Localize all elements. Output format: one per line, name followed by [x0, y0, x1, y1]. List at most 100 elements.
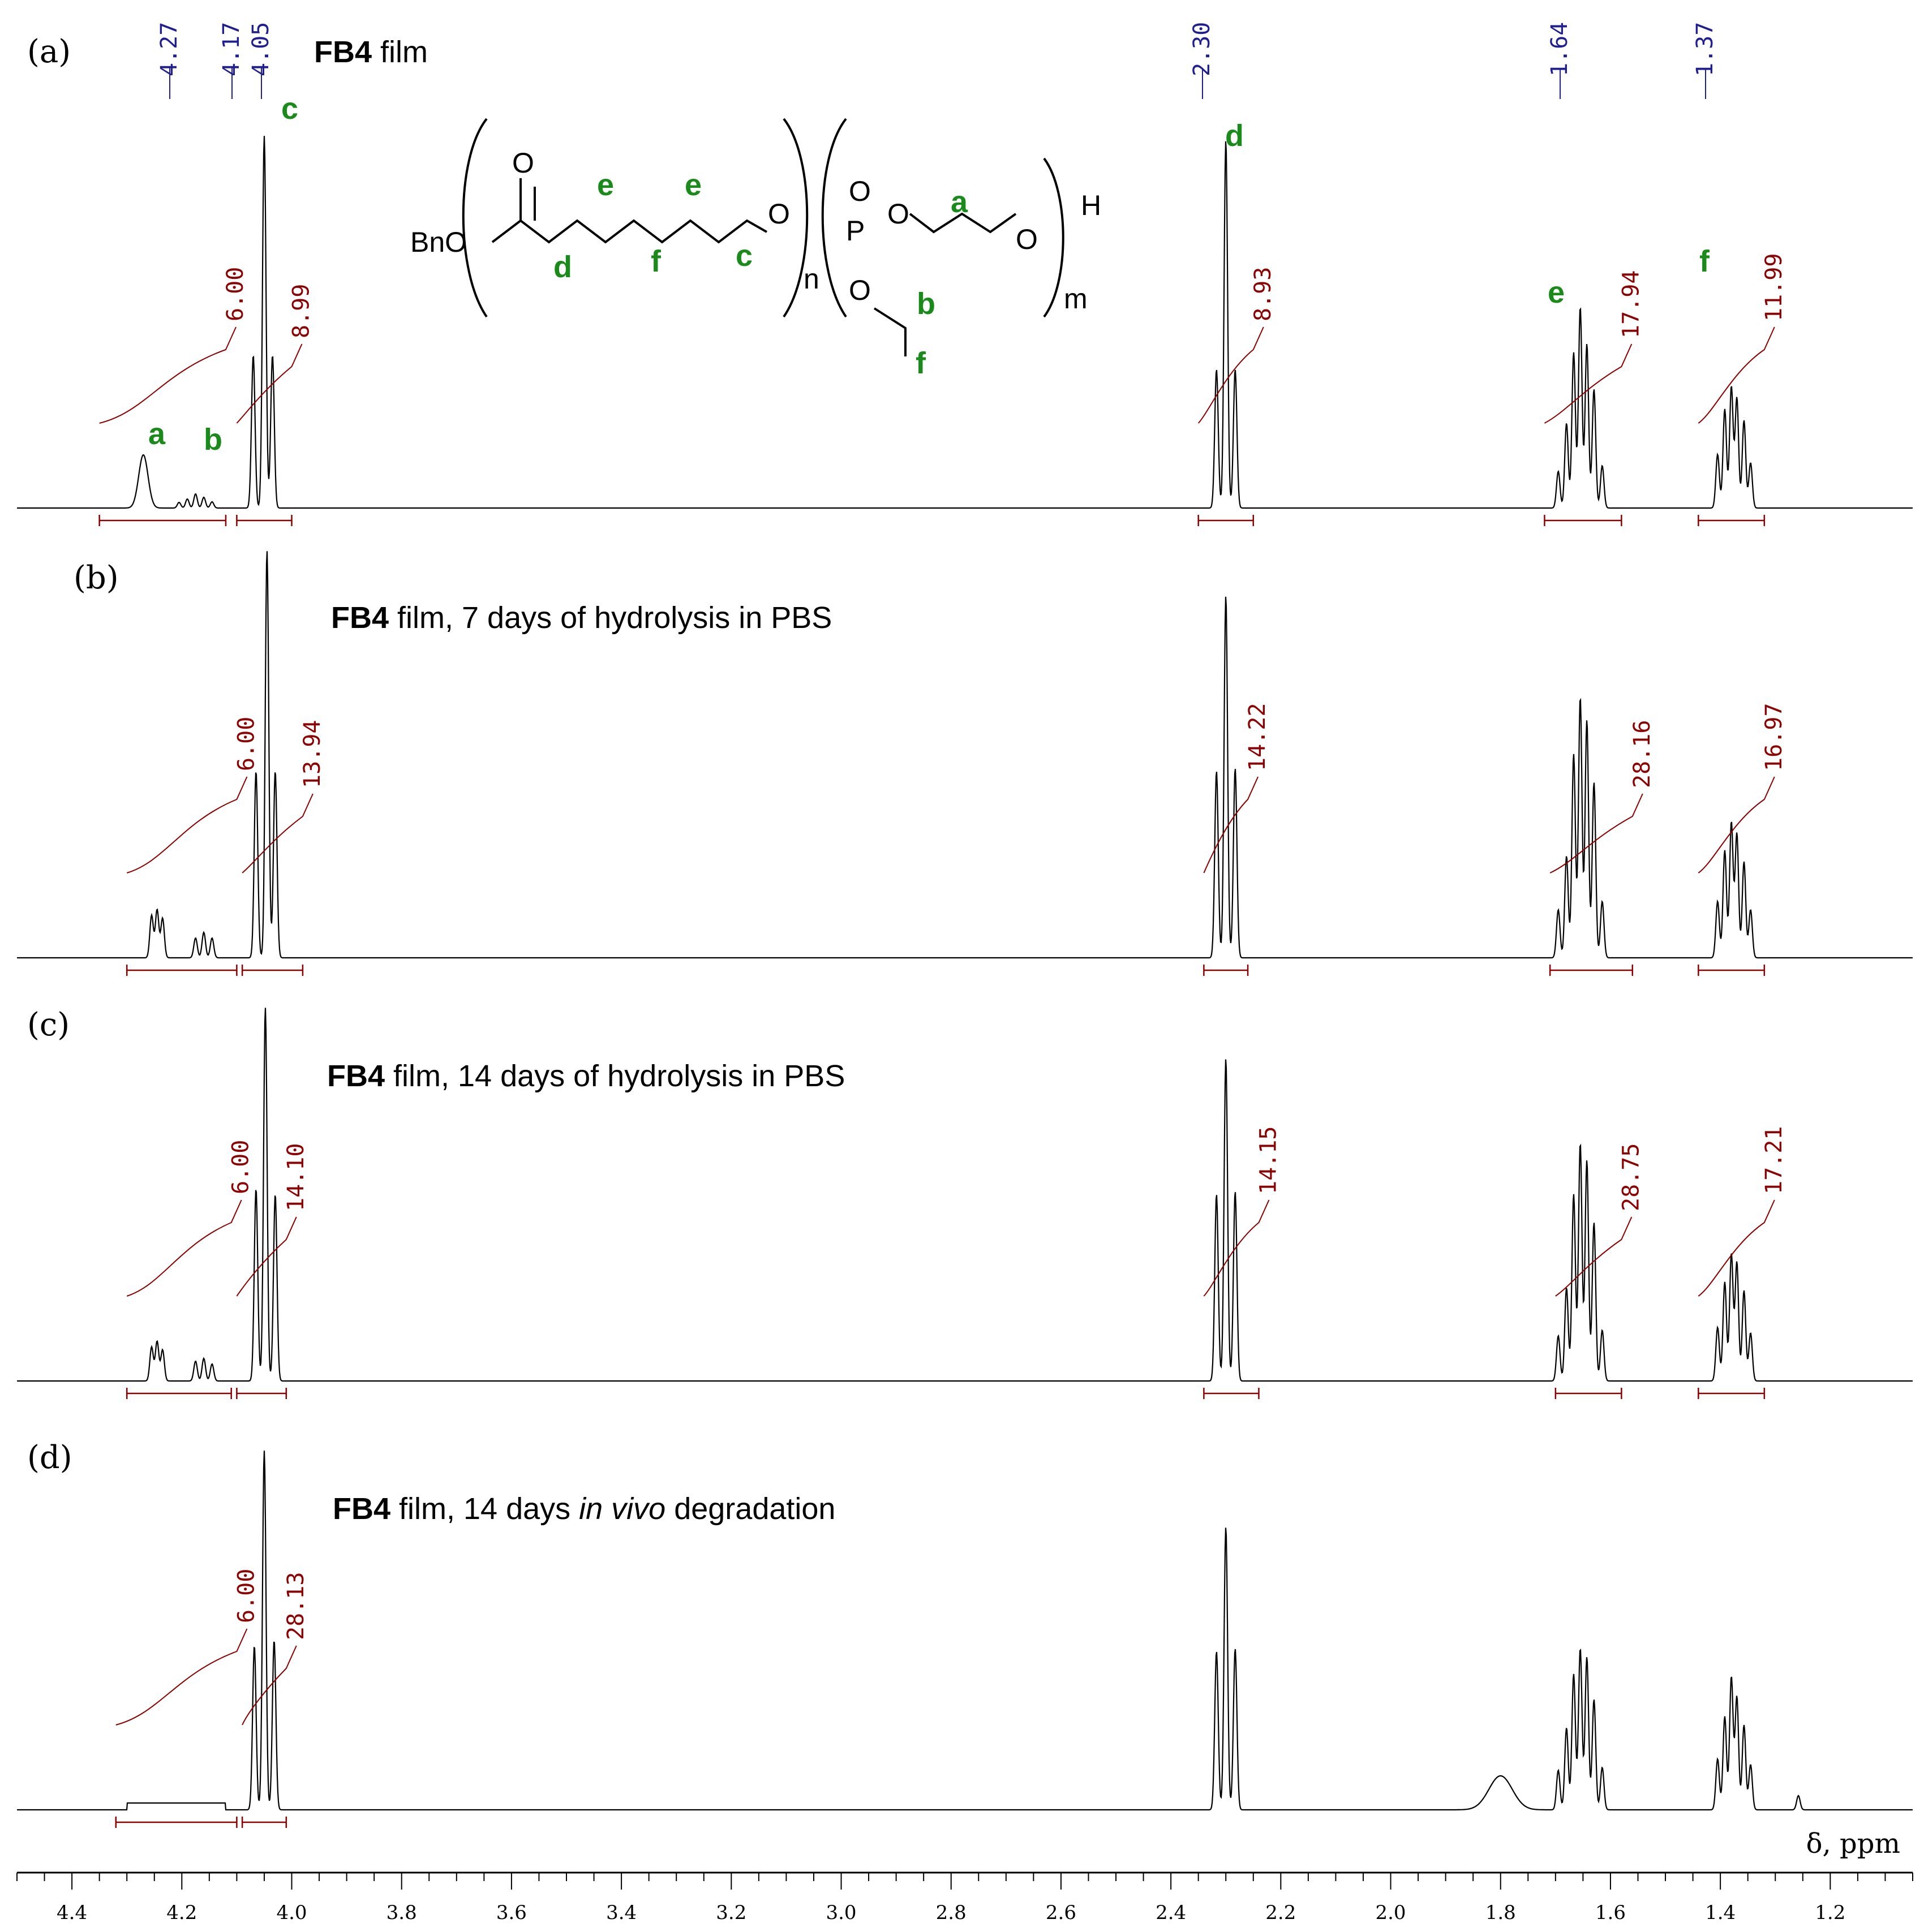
assignment-a: a: [148, 417, 166, 451]
spectrum-line: [17, 136, 1913, 509]
struct-po-o2: O: [887, 198, 909, 230]
struct-m: m: [1064, 283, 1088, 315]
title-bold: FB4: [327, 1059, 385, 1093]
struct-o-end: O: [1016, 223, 1038, 255]
integral-curve: [1555, 1216, 1633, 1297]
struct-h: H: [1081, 190, 1101, 221]
panel-1: (a) FB4 film: [17, 33, 1913, 509]
peak-label-3: 4.05: [248, 22, 274, 99]
integral-value: 17.21: [1761, 1126, 1787, 1194]
struct-ester-o: O: [768, 198, 790, 230]
tick-label: 3.0: [826, 1901, 856, 1924]
panel-title: FB4 film, 14 days of hydrolysis in PBS: [327, 1059, 845, 1093]
tick-label: 3.4: [606, 1901, 637, 1924]
assignment-d: d: [1225, 119, 1244, 153]
peak-label-6: 1.37: [1692, 22, 1718, 99]
panel-label: (b): [74, 560, 119, 596]
integral-curve: [1544, 343, 1633, 424]
title-bold: FB4: [331, 601, 389, 635]
title-rest: film, 14 days of hydrolysis in PBS: [385, 1059, 845, 1093]
integral-3: 14.15: [1203, 1126, 1281, 1399]
integral-4: 28.16: [1549, 720, 1655, 976]
panel-4: (d) FB4 film, 14 days in vivo degradation: [17, 1439, 1913, 1811]
integral-value: 6.00: [233, 1569, 259, 1623]
integral-2: 14.10: [236, 1143, 309, 1399]
title-rest: degradation: [665, 1492, 835, 1526]
integral-value: 28.16: [1629, 720, 1655, 788]
assignment-b: b: [204, 423, 222, 457]
spectrum-line: [17, 1008, 1913, 1382]
integral-value: 17.94: [1618, 270, 1644, 338]
integral-curve: [126, 1199, 242, 1297]
integral-value: 6.00: [228, 1140, 254, 1194]
integral-value: 6.00: [233, 717, 259, 771]
x-axis: 4.4 4.2 4.0 3.8 3.6 3.4 3.2 3.0 2.8 2.6 2.4 2.2 2.0 1…: [16, 1828, 1913, 1924]
integral-5: 11.99: [1698, 253, 1787, 526]
integral-value: 14.15: [1255, 1126, 1281, 1194]
integral-5: 17.21: [1698, 1126, 1787, 1399]
integral-curve: [1203, 776, 1259, 874]
integral-1: 6.00: [126, 1140, 254, 1399]
bond: [873, 307, 907, 356]
title-bold: FB4: [314, 35, 372, 69]
tick-label: 1.6: [1595, 1901, 1626, 1924]
tick-label: 2.2: [1265, 1901, 1296, 1924]
integral-5: 16.97: [1698, 703, 1787, 976]
tick-label: 2.0: [1375, 1901, 1406, 1924]
tick-label: 3.8: [386, 1901, 417, 1924]
peak-value: 4.05: [248, 22, 274, 76]
tick-label: 4.0: [276, 1901, 307, 1924]
tick-label: 1.4: [1705, 1901, 1736, 1924]
integral-value: 8.99: [289, 284, 315, 338]
integral-curve: [242, 793, 313, 874]
integral-curve: [1698, 326, 1775, 424]
tick-label: 4.4: [57, 1901, 87, 1924]
panel-label: (c): [27, 1006, 70, 1043]
integral-curve: [236, 343, 303, 424]
integral-curve: [1698, 776, 1775, 874]
integral-value: 14.10: [283, 1143, 309, 1211]
integral-3: 8.93: [1197, 267, 1276, 526]
spectrum-line: [17, 551, 1913, 959]
struct-letter-a: a: [951, 185, 968, 219]
integral-2: 8.99: [236, 284, 315, 526]
bond: [909, 212, 1017, 234]
title-rest: film: [372, 35, 428, 69]
integral-curve: [1203, 1199, 1270, 1297]
integral-value: 28.13: [283, 1572, 309, 1640]
integral-2: 13.94: [241, 720, 325, 976]
peak-label-4: 2.30: [1189, 22, 1215, 99]
struct-bno: BnO: [410, 226, 467, 258]
integral-3: 14.22: [1203, 703, 1270, 976]
struct-letter-f: f: [916, 346, 926, 380]
integral-value: 6.00: [222, 267, 248, 321]
panel-2: (b) FB4 film, 7 days of hydrolysis in PBS: [17, 551, 1913, 959]
integral-1: 6.00: [115, 1569, 259, 1828]
panel-title: FB4 film, 7 days of hydrolysis in PBS: [331, 601, 832, 635]
integral-curve: [126, 776, 248, 874]
tick-label: 2.6: [1046, 1901, 1076, 1924]
integral-value: 11.99: [1761, 253, 1787, 321]
overlays-layer: 6.00 8.99 8.93 17.94 11.99 4.27 4.17 4.05 2.30 1.…: [98, 22, 1787, 1828]
integral-value: 28.75: [1618, 1143, 1644, 1211]
peak-value: 1.37: [1692, 22, 1718, 76]
panel-label: (a): [27, 33, 71, 70]
panel-title: FB4 film, 14 days in vivo degradation: [333, 1492, 835, 1526]
spectra-layer: (a) FB4 film (b) FB4 film, 7 days of hydrol…: [17, 33, 1913, 1811]
axis-title: δ, ppm: [1806, 1828, 1900, 1860]
peak-value: 4.27: [156, 22, 182, 76]
struct-letter-e: e: [685, 168, 702, 202]
bracket: [821, 118, 847, 318]
peak-value: 4.17: [218, 22, 244, 76]
integral-curve: [242, 1645, 297, 1726]
bracket: [1043, 157, 1064, 318]
struct-p: P: [846, 215, 865, 247]
tick-label: 1.8: [1485, 1901, 1516, 1924]
bond: [491, 219, 767, 244]
integral-1: 6.00: [126, 717, 259, 976]
struct-carbonyl-o: O: [512, 147, 534, 179]
integral-curve: [115, 1628, 248, 1726]
integral-curve: [1197, 326, 1264, 424]
struct-letter-d: d: [553, 250, 572, 284]
